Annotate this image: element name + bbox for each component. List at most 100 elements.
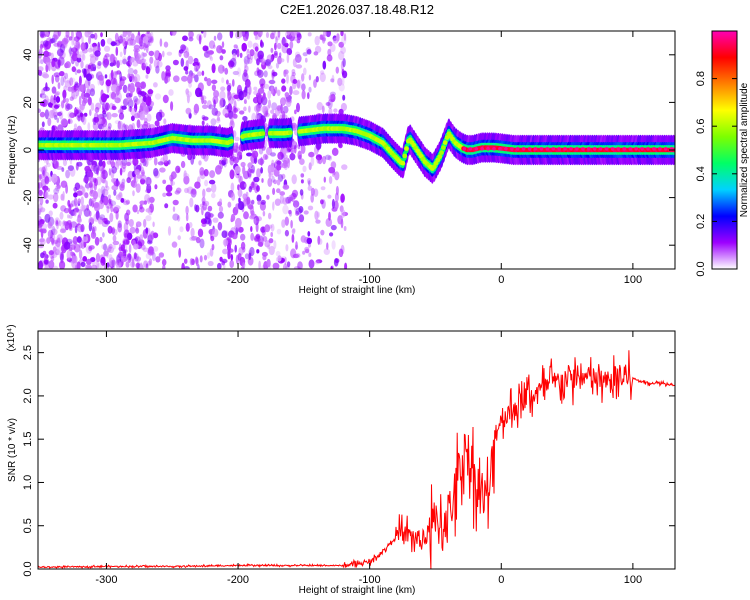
spectrogram-noise-cell xyxy=(133,99,138,105)
spectrogram-noise-cell xyxy=(87,64,91,70)
spectrogram-noise-cell xyxy=(279,191,286,196)
spectrogram-noise-cell xyxy=(116,162,120,167)
spectrogram-noise-cell xyxy=(73,44,78,55)
spectrogram-noise-cell xyxy=(145,74,149,79)
spectrogram-noise-cell xyxy=(119,51,123,58)
spectrogram-noise-cell xyxy=(337,77,343,87)
spectrogram-noise-cell xyxy=(41,121,45,128)
spectrogram-noise-cell xyxy=(115,194,122,201)
spectrogram-noise-cell xyxy=(105,79,112,87)
spectrogram-noise-cell xyxy=(51,228,58,236)
ridge-cell xyxy=(404,146,409,151)
spectrogram-noise-cell xyxy=(256,58,260,66)
spectrogram-noise-cell xyxy=(284,216,289,226)
spectrogram-noise-cell xyxy=(162,192,167,197)
spectrogram-noise-cell xyxy=(55,219,59,225)
spectrogram-noise-cell xyxy=(162,264,166,269)
spectrogram-noise-cell xyxy=(328,176,333,184)
spectrogram-noise-cell xyxy=(76,109,82,119)
spectrogram-noise-cell xyxy=(314,260,320,265)
spectrogram-noise-cell xyxy=(132,190,135,197)
spectrogram-noise-cell xyxy=(201,70,205,76)
spectrogram-noise-cell xyxy=(276,228,282,235)
spectrogram-noise-cell xyxy=(167,226,172,236)
spectrogram-noise-cell xyxy=(338,41,345,48)
spectrogram-noise-cell xyxy=(89,176,95,183)
spectrogram-noise-cell xyxy=(329,232,334,237)
spectrogram-noise-cell xyxy=(250,232,255,241)
spectrogram-noise-cell xyxy=(211,192,216,199)
spectrogram-noise-cell xyxy=(125,87,130,97)
spectrogram-noise-cell xyxy=(266,194,270,200)
spectrogram-noise-cell xyxy=(276,105,281,111)
spectrogram-noise-cell xyxy=(263,70,268,78)
spectrogram-noise-cell xyxy=(159,38,163,47)
spectrogram-noise-cell xyxy=(165,75,171,83)
spectrogram-noise-cell xyxy=(98,158,103,168)
spectrogram-noise-cell xyxy=(109,200,117,206)
spectrogram-noise-cell xyxy=(315,76,319,83)
spectrogram-noise-cell xyxy=(275,250,281,257)
spectrogram-noise-cell xyxy=(107,246,114,254)
spectrogram-noise-cell xyxy=(188,222,193,228)
spectrogram-noise-cell xyxy=(73,197,78,206)
spectrogram-noise-cell xyxy=(133,113,141,119)
ridge-cell xyxy=(444,135,450,140)
spectrogram-noise-cell xyxy=(125,36,132,42)
spectrogram-noise-cell xyxy=(211,84,216,92)
spectrogram-noise-cell xyxy=(234,165,241,174)
spectrogram-noise-cell xyxy=(162,153,168,163)
spectrogram-noise-cell xyxy=(317,235,321,245)
spectrogram-noise-cell xyxy=(185,205,189,215)
spectrogram-noise-cell xyxy=(217,262,222,269)
spectrogram-noise-cell xyxy=(199,255,203,263)
spectrogram-noise-cell xyxy=(134,169,140,176)
spectrogram-noise-cell xyxy=(268,245,275,256)
spectrogram-noise-cell xyxy=(126,238,130,245)
spectrogram-noise-cell xyxy=(45,199,49,204)
spectrogram-noise-cell xyxy=(42,73,50,79)
spectrogram-noise-cell xyxy=(244,253,250,260)
spectrogram-noise-cell xyxy=(163,41,169,48)
spectrogram-noise-cell xyxy=(119,183,125,191)
spectrogram-noise-cell xyxy=(257,31,263,38)
spectrogram-noise-cell xyxy=(82,53,86,61)
ridge-peak-cell xyxy=(521,147,526,151)
spectrogram-noise-cell xyxy=(207,260,214,267)
ridge-peak-cell xyxy=(462,147,467,151)
spectrogram-noise-cell xyxy=(211,63,216,74)
ridge-peak-cell xyxy=(474,147,479,151)
spectrogram-noise-cell xyxy=(219,55,224,61)
spectrogram-noise-cell xyxy=(126,31,132,37)
spectrogram-noise-cell xyxy=(101,93,107,103)
spectrogram-noise-cell xyxy=(139,262,143,269)
spectrogram-noise-cell xyxy=(121,105,127,110)
spectrogram-noise-cell xyxy=(253,176,260,183)
spectrogram-noise-cell xyxy=(145,65,149,71)
spectrogram-noise-cell xyxy=(132,171,135,178)
spectrogram-noise-cell xyxy=(104,185,110,191)
spectrogram-noise-cell xyxy=(92,190,98,200)
spectrogram-noise-cell xyxy=(314,35,320,46)
spectrogram-noise-cell xyxy=(178,49,184,54)
spectrogram-noise-cell xyxy=(191,236,198,241)
ridge-cell xyxy=(442,140,448,145)
spectrogram-noise-cell xyxy=(183,170,187,178)
spectrogram-noise-cell xyxy=(38,108,41,113)
x-tick-label: -200 xyxy=(227,574,249,586)
spectrogram-noise-cell xyxy=(333,200,339,210)
spectrogram-noise-cell xyxy=(39,111,46,118)
ridge-peak-cell xyxy=(628,147,633,151)
spectrogram-noise-cell xyxy=(330,161,337,169)
spectrogram-noise-cell xyxy=(188,36,194,42)
colorbar-bar xyxy=(711,30,738,270)
spectrogram-noise-cell xyxy=(189,197,194,208)
spectrogram-noise-cell xyxy=(324,154,331,160)
spectrogram-noise-cell xyxy=(74,82,81,88)
spectrogram-noise-cell xyxy=(204,211,211,220)
spectrogram-noise-cell xyxy=(314,45,322,54)
spectrogram-noise-cell xyxy=(79,103,86,111)
spectrogram-noise-cell xyxy=(230,213,236,222)
spectrogram-noise-cell xyxy=(145,208,152,213)
spectrogram-noise-cell xyxy=(53,72,61,78)
